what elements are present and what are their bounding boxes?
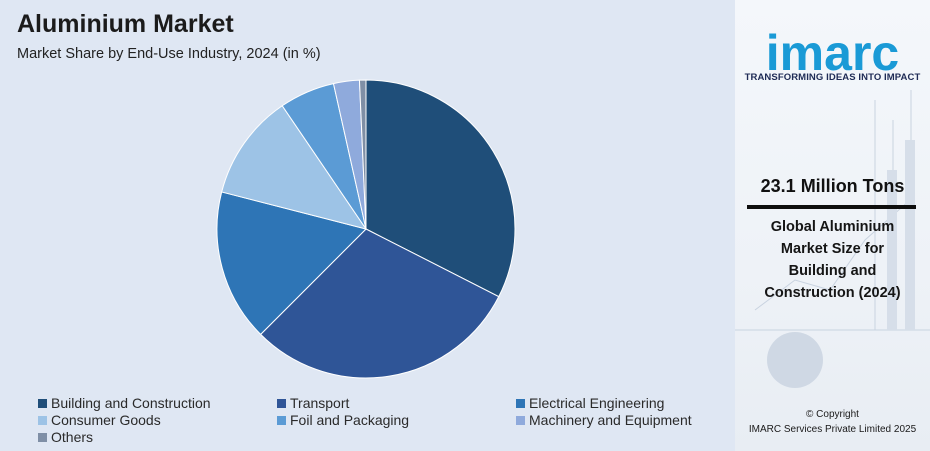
pie-slice-electrical-engineering (216, 191, 367, 336)
pie-slice-others (358, 79, 367, 230)
pie-slice-transport (259, 228, 500, 379)
pie-slice-consumer-goods (221, 105, 368, 230)
legend-label: Machinery and Equipment (529, 412, 692, 428)
legend-swatch (38, 398, 47, 408)
copyright-line-2: IMARC Services Private Limited 2025 (748, 424, 917, 435)
logo-tagline: TRANSFORMING IDEAS INTO IMPACT (744, 72, 921, 83)
legend-label: Building and Construction (51, 395, 211, 411)
legend-item-machinery-and-equipment: Machinery and Equipment (516, 412, 728, 428)
info-sidebar: imarc TRANSFORMING IDEAS INTO IMPACT 23.… (735, 0, 930, 451)
legend-swatch (516, 415, 525, 425)
legend-item-others: Others (38, 429, 277, 445)
chart-panel: Aluminium Market Market Share by End-Use… (0, 0, 735, 451)
imarc-logo: imarc (765, 25, 900, 81)
chart-title: Aluminium Market (17, 10, 234, 38)
legend-item-building-and-construction: Building and Construction (38, 395, 277, 411)
legend-label: Transport (290, 395, 350, 411)
legend-item-transport: Transport (277, 395, 516, 411)
legend-item-electrical-engineering: Electrical Engineering (516, 395, 728, 411)
legend-label: Electrical Engineering (529, 395, 665, 411)
divider (747, 205, 916, 209)
copyright: © Copyright IMARC Services Private Limit… (735, 407, 930, 437)
legend-item-consumer-goods: Consumer Goods (38, 412, 277, 428)
legend-label: Foil and Packaging (290, 412, 410, 428)
market-size-caption: Global Aluminium Market Size for Buildin… (764, 219, 901, 301)
legend-item-foil-and-packaging: Foil and Packaging (277, 412, 516, 428)
background-decoration (735, 90, 930, 388)
legend-label: Others (51, 429, 94, 445)
legend-swatch (516, 398, 525, 408)
pie-chart (216, 79, 516, 379)
legend-swatch (38, 432, 47, 442)
legend-label: Consumer Goods (51, 412, 161, 428)
market-size-value: 23.1 Million Tons (760, 176, 905, 196)
pie-slice-building-and-construction (365, 79, 516, 298)
legend-swatch (277, 398, 286, 408)
chart-subtitle: Market Share by End-Use Industry, 2024 (… (17, 46, 321, 62)
chart-legend: Building and Construction Transport Electr… (38, 395, 728, 445)
copyright-line-1: © Copyright (806, 409, 859, 420)
legend-swatch (38, 415, 47, 425)
legend-swatch (277, 415, 286, 425)
